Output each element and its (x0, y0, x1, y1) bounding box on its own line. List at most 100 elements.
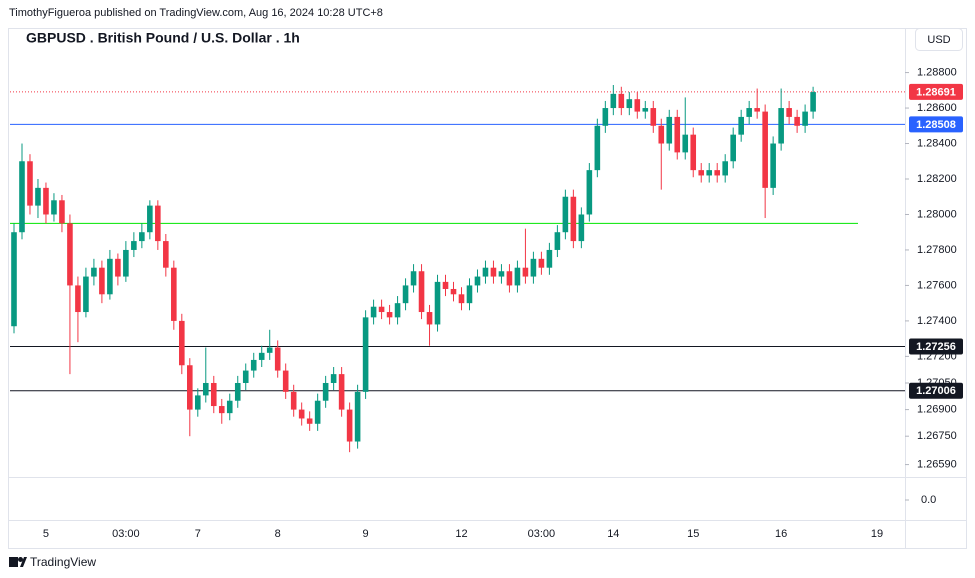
x-tick-label: 9 (363, 528, 369, 540)
candle-body (258, 352, 265, 360)
y-tick-label: 1.27400 (917, 315, 957, 327)
candle-body (546, 249, 553, 268)
candle-body (282, 370, 289, 392)
candle-body (330, 374, 337, 383)
candle-body (362, 317, 369, 392)
price-label-bg (909, 83, 963, 100)
candle-body (514, 267, 521, 286)
candle-body (642, 108, 649, 112)
candle-body (370, 306, 377, 318)
price-label-bg (909, 382, 963, 399)
candle-body (314, 400, 321, 424)
candle-body (155, 205, 161, 242)
brand: TradingView (30, 555, 96, 569)
candle-body (338, 374, 345, 410)
candle-body (67, 223, 73, 286)
x-tick-label: 8 (275, 528, 281, 540)
candle-body (778, 108, 784, 144)
candle-body (770, 143, 776, 188)
candle-body (746, 108, 752, 117)
y-tick-label: 1.27600 (917, 279, 957, 291)
candle-body (179, 320, 185, 366)
x-tick-label: 03:00 (528, 528, 556, 540)
candle-body (354, 391, 361, 442)
currency-label[interactable]: USD (927, 34, 950, 46)
candle-body (394, 303, 401, 318)
y-tick-label: 1.26590 (917, 458, 957, 470)
candle-body (378, 306, 385, 313)
candle-body (634, 99, 641, 112)
candle-body (202, 382, 209, 396)
y-tick-label: 1.28000 (917, 208, 957, 220)
candle-body (722, 161, 728, 176)
candle-body (115, 258, 121, 277)
candle-body (187, 365, 193, 410)
candle-body (610, 93, 617, 109)
candle-body (250, 359, 257, 371)
candle-body (650, 108, 657, 126)
price-label-bg (909, 338, 963, 355)
price-label: 1.27006 (916, 385, 956, 397)
candle-body (482, 267, 489, 277)
candle-body (75, 285, 81, 313)
candle-body (442, 281, 449, 289)
y-tick-label: 1.28200 (917, 173, 957, 185)
candle-body (714, 170, 721, 176)
tradingview-logo (9, 557, 27, 567)
candle-body (434, 281, 441, 325)
y-tick-label: 1.27800 (917, 244, 957, 256)
candle-body (794, 116, 800, 126)
candle-body (506, 271, 513, 286)
candle-body (786, 108, 792, 117)
candle-body (266, 347, 273, 353)
candle-body (19, 161, 25, 233)
x-tick-label: 7 (195, 528, 201, 540)
candle-body (290, 391, 297, 410)
candle-body (410, 271, 417, 286)
candle-body (83, 276, 89, 313)
candle-body (218, 406, 225, 414)
chart-title: GBPUSD . British Pound / U.S. Dollar . 1… (26, 30, 300, 46)
currency-button[interactable] (915, 28, 963, 51)
candle-body (562, 196, 569, 233)
candle-body (498, 271, 505, 277)
candle-body (139, 232, 145, 242)
candle-body (450, 288, 457, 295)
y-tick-label: 1.28800 (917, 66, 957, 78)
candle-body (11, 232, 17, 327)
y-tick-label: 1.26900 (917, 404, 957, 416)
candle-body (210, 382, 217, 407)
candle-body (59, 200, 65, 224)
candle-body (658, 125, 665, 144)
candle-body (226, 400, 233, 414)
x-tick-label: 16 (775, 528, 787, 540)
candle-body (578, 214, 585, 242)
candle-body (730, 134, 736, 162)
candle-body (194, 395, 201, 410)
candle-body (586, 170, 593, 215)
candle-body (674, 116, 681, 153)
price-label-bg (909, 116, 963, 133)
price-label: 1.27256 (916, 341, 956, 353)
candle-body (754, 108, 760, 112)
candle-body (666, 116, 673, 144)
candle-body (298, 409, 305, 419)
candle-body (690, 134, 697, 171)
candle-body (738, 116, 744, 135)
candle-body (386, 312, 393, 318)
price-label: 1.28691 (916, 86, 956, 98)
candle-body (163, 241, 169, 268)
candle-body (802, 111, 808, 126)
y-tick-label: 0.0 (921, 494, 936, 506)
candle-body (123, 249, 129, 277)
candle-body (147, 205, 153, 233)
candle-body (346, 409, 353, 442)
candle-body (274, 347, 281, 371)
candle-body (490, 267, 497, 277)
candle-body (402, 285, 409, 304)
candle-body (554, 232, 561, 250)
candle-body (522, 267, 529, 277)
candle-body (27, 161, 33, 206)
candle-body (43, 187, 49, 215)
